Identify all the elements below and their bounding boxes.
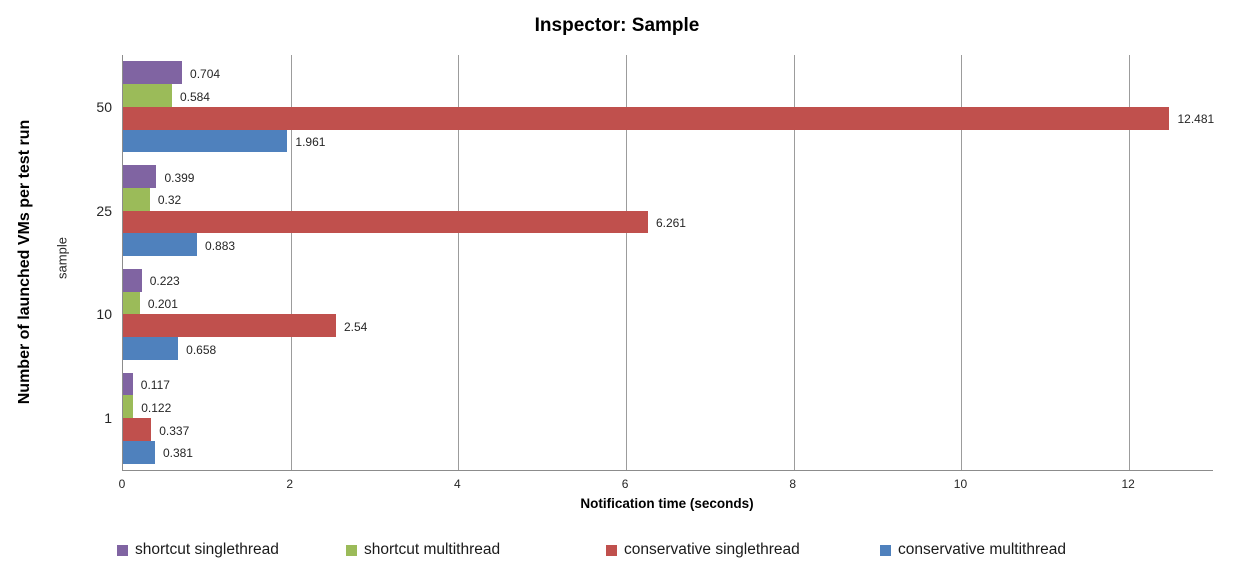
bar-value-label: 0.399	[164, 170, 195, 185]
bar	[123, 337, 179, 360]
bar-value-label: 0.32	[157, 193, 182, 208]
bar	[123, 395, 134, 419]
category-label: 50	[96, 98, 112, 115]
bar-value-label: 1.961	[295, 135, 326, 149]
legend-label: shortcut singlethread	[135, 541, 279, 558]
bar-value-label: 0.584	[179, 89, 210, 104]
gridline	[961, 55, 963, 470]
bar-value-label: 6.261	[655, 216, 686, 230]
bar	[123, 187, 150, 211]
chart-title: Inspector: Sample	[534, 15, 700, 36]
bar-value-label: 0.122	[141, 400, 172, 415]
gridline	[1129, 55, 1131, 470]
bar	[123, 129, 288, 153]
bar-value-label: 0.658	[186, 342, 217, 357]
bar-value-label: 12.481	[1177, 112, 1215, 127]
x-tick-label: 4	[454, 477, 461, 491]
legend-swatch	[606, 544, 617, 556]
bar	[123, 210, 648, 234]
legend-label: conservative singlethread	[624, 541, 800, 558]
bar	[123, 84, 172, 107]
legend-swatch	[117, 544, 128, 556]
x-axis-title: Notification time (seconds)	[580, 496, 754, 511]
plot-area: 0.704 0.584 12.481 1.961 0.399 0.32 6.261 0.883…	[122, 55, 1215, 471]
legend-swatch	[346, 544, 357, 556]
bar	[123, 372, 133, 396]
gridline	[626, 55, 628, 470]
gridline	[458, 55, 460, 470]
bar	[123, 268, 142, 292]
category-label: 10	[96, 306, 112, 323]
legend-item: conservative singlethread	[606, 541, 800, 559]
bar	[123, 440, 155, 464]
bar-value-label: 2.54	[343, 319, 368, 334]
bar-value-label: 0.381	[162, 446, 193, 461]
bar	[123, 418, 152, 441]
x-tick-label: 12	[1121, 477, 1135, 491]
bar-value-label: 0.117	[140, 378, 170, 392]
x-tick-label: 2	[286, 477, 294, 491]
legend-label: conservative multithread	[898, 541, 1066, 558]
legend-item: shortcut multithread	[346, 541, 500, 559]
bar	[123, 61, 183, 85]
bar	[123, 233, 198, 257]
legend-label: shortcut multithread	[364, 541, 501, 558]
x-tick-label: 8	[789, 477, 797, 491]
legend-item: shortcut singlethread	[117, 541, 279, 559]
x-tick-label: 10	[953, 477, 968, 491]
bar-value-label: 0.704	[190, 66, 221, 81]
bar-value-label: 0.201	[147, 297, 178, 311]
category-label: 1	[104, 410, 112, 427]
bar-value-label: 0.883	[205, 238, 236, 253]
legend-swatch	[880, 544, 891, 556]
bar	[123, 106, 1170, 130]
bar-value-label: 0.223	[149, 274, 180, 289]
bar	[123, 291, 140, 315]
gridline	[793, 55, 795, 470]
bar-value-label: 0.337	[159, 423, 190, 438]
gridline	[290, 55, 292, 470]
legend-item: conservative multithread	[880, 541, 1066, 559]
category-label: 25	[96, 202, 112, 219]
bar	[123, 165, 157, 188]
x-tick-label: 6	[621, 477, 629, 491]
x-tick-label: 0	[118, 477, 126, 491]
bar	[123, 314, 336, 338]
